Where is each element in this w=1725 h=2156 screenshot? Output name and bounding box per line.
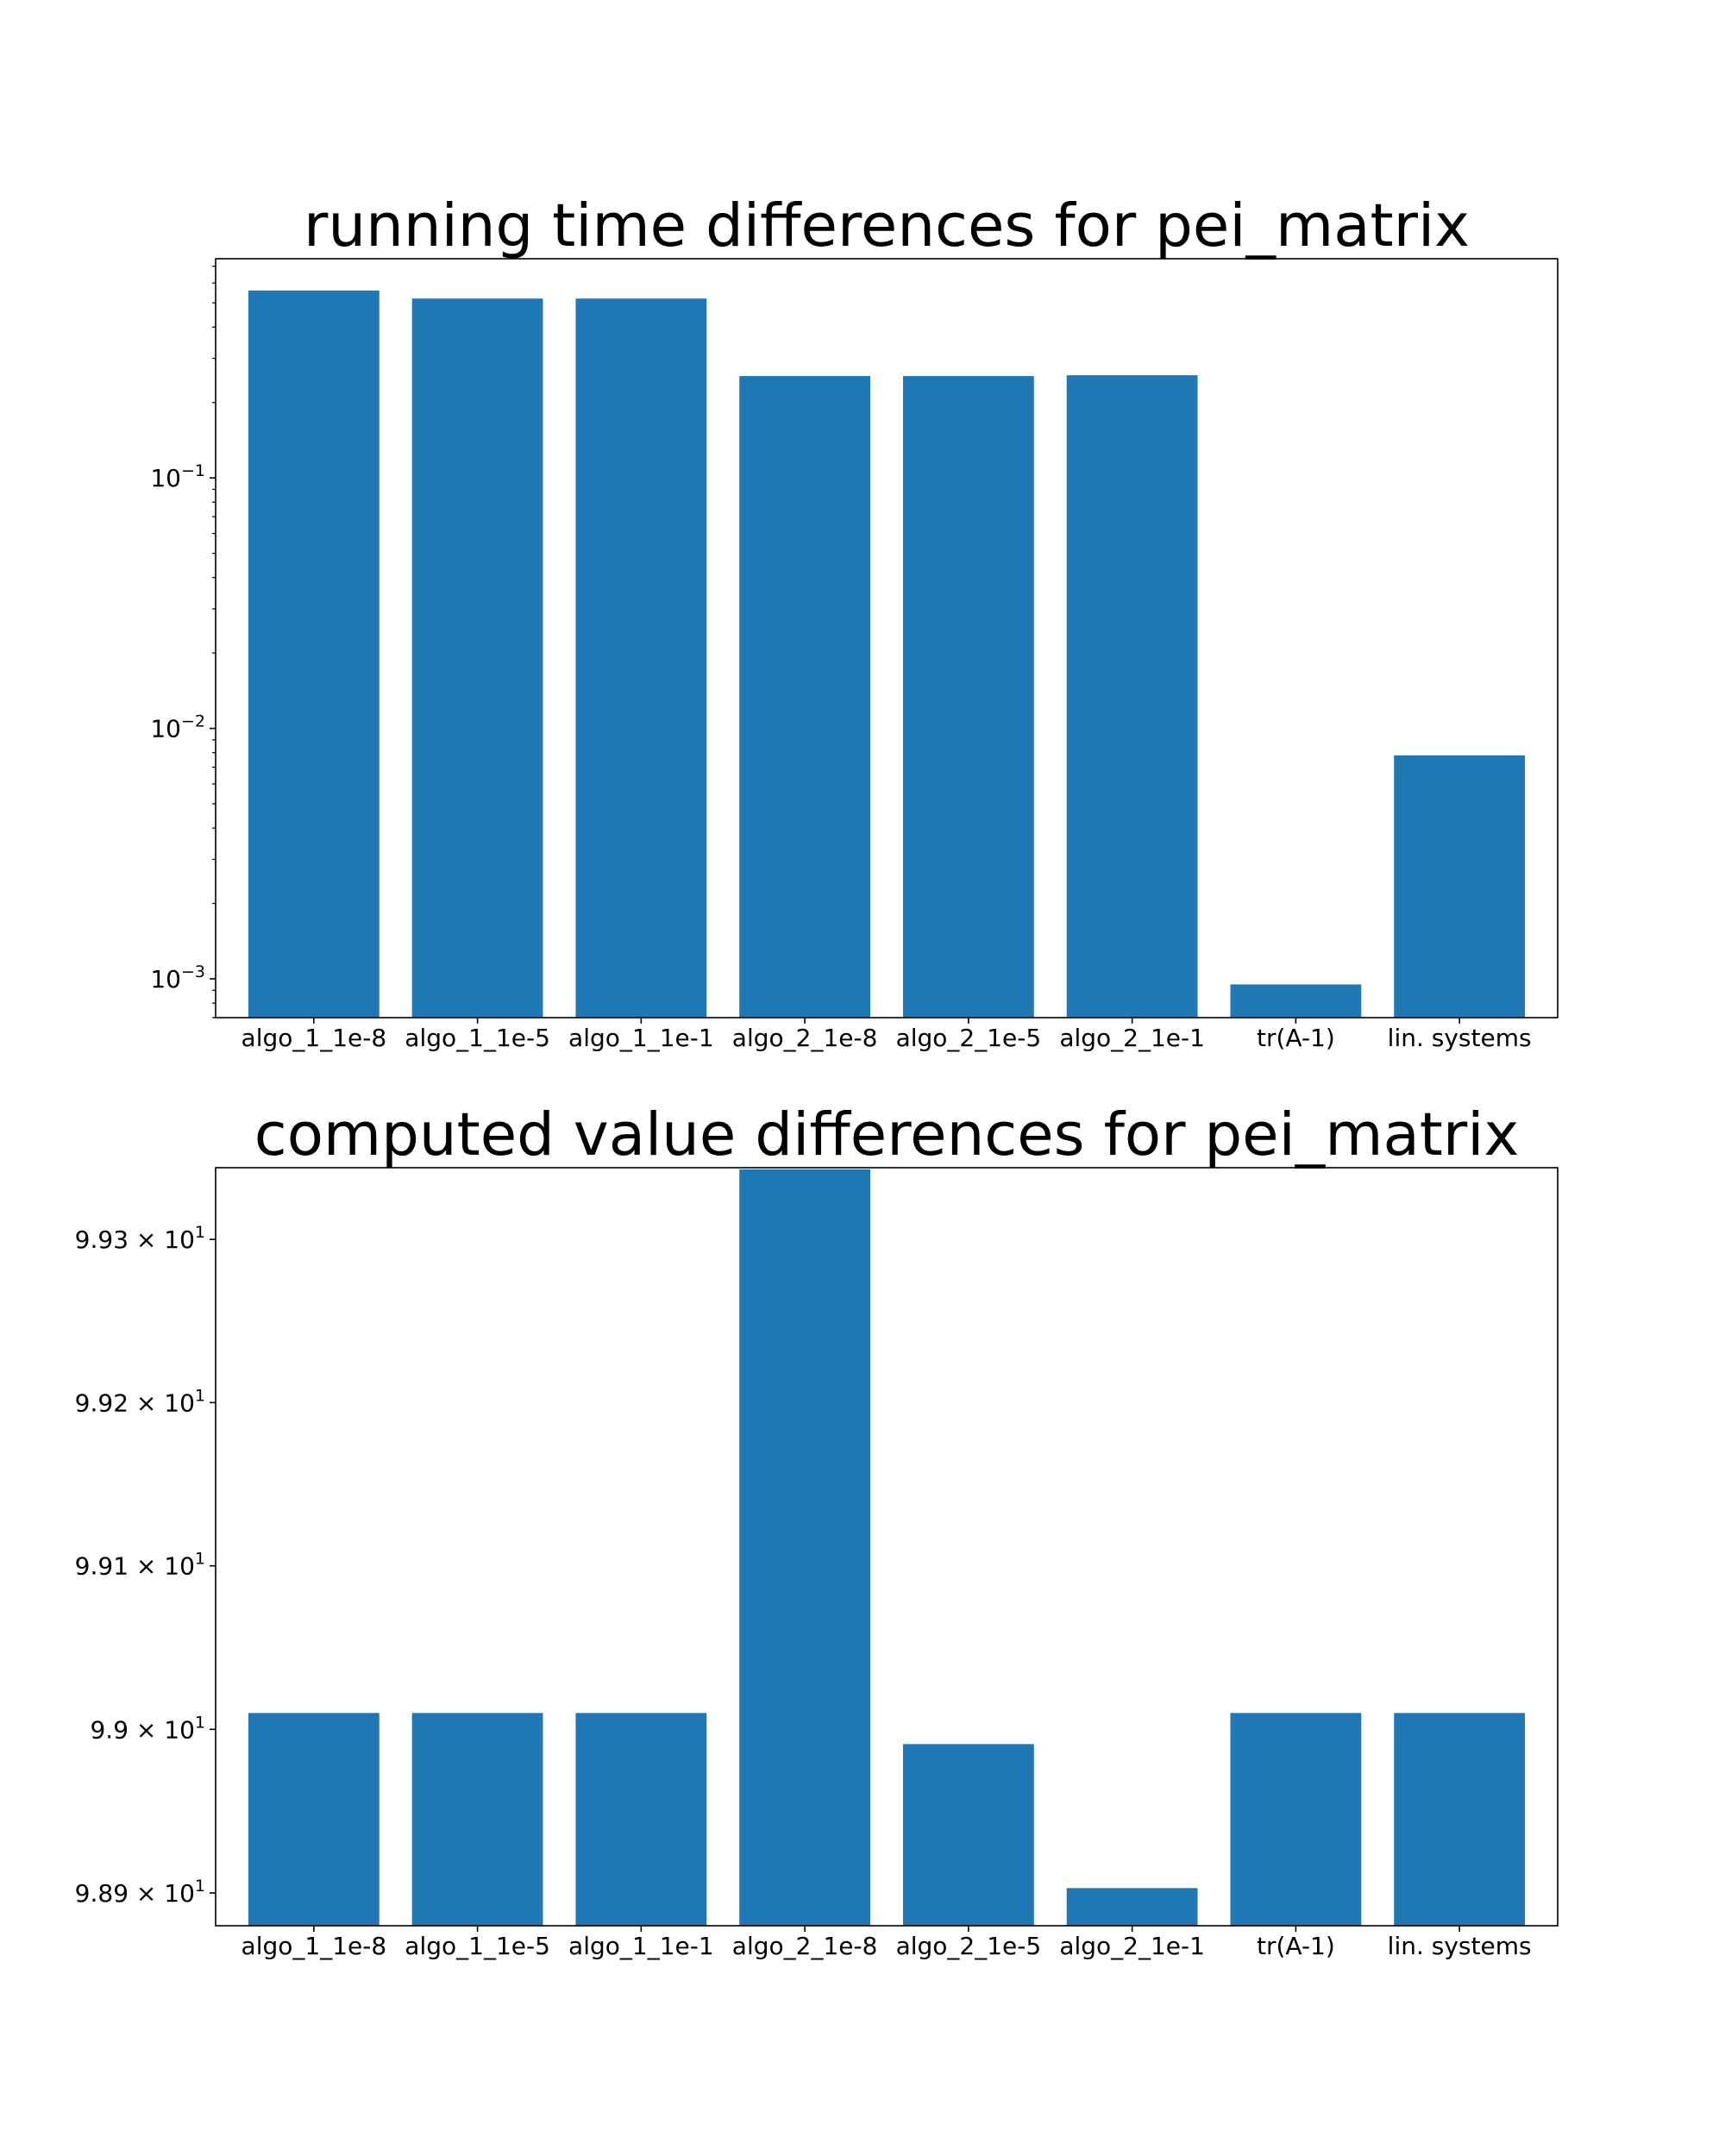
bar-7 — [1394, 755, 1526, 1018]
x-tick-label: algo_2_1e-5 — [896, 1932, 1042, 1960]
x-tick-label: algo_1_1e-1 — [568, 1932, 714, 1960]
x-tick-label: algo_2_1e-5 — [896, 1024, 1042, 1052]
x-tick-label: tr(A-1) — [1257, 1024, 1335, 1052]
bar-group — [248, 290, 1526, 1018]
y-tick-label: 10−1 — [150, 461, 205, 492]
x-axis: algo_1_1e-8 algo_1_1e-5 algo_1_1e-1 algo_2_… — [242, 1018, 1532, 1052]
bar-4 — [902, 376, 1034, 1018]
bar-5 — [1066, 375, 1198, 1018]
bar-1 — [411, 298, 543, 1018]
y-tick-label: 10−3 — [150, 962, 205, 993]
y-tick-label: 9.92 × 101 — [75, 1386, 205, 1417]
x-tick-label: lin. systems — [1388, 1932, 1532, 1960]
bar-0 — [248, 1713, 380, 1926]
x-tick-label: algo_2_1e-8 — [732, 1024, 878, 1052]
y-tick-label: 9.89 × 101 — [75, 1877, 205, 1908]
bar-3 — [739, 376, 871, 1018]
x-axis: algo_1_1e-8 algo_1_1e-5 algo_1_1e-1 algo_2_… — [242, 1926, 1532, 1960]
y-tick-label: 10−2 — [150, 712, 205, 743]
y-tick-label: 9.93 × 101 — [75, 1223, 205, 1254]
x-tick-label: algo_1_1e-5 — [405, 1024, 550, 1052]
bar-group — [248, 1169, 1526, 1926]
x-tick-label: algo_1_1e-1 — [568, 1024, 714, 1052]
bar-5 — [1066, 1888, 1198, 1926]
computed-value-chart: computed value differences for pei_matri… — [75, 1100, 1559, 1960]
bar-6 — [1230, 984, 1362, 1018]
chart-title: computed value differences for pei_matri… — [254, 1100, 1519, 1169]
bar-1 — [411, 1713, 543, 1926]
bar-0 — [248, 290, 380, 1018]
x-tick-label: tr(A-1) — [1257, 1932, 1335, 1960]
running-time-chart: running time differences for pei_matrix … — [150, 191, 1559, 1052]
x-tick-label: algo_2_1e-1 — [1059, 1932, 1205, 1960]
bar-6 — [1230, 1713, 1362, 1926]
y-tick-label: 9.91 × 101 — [75, 1550, 205, 1581]
x-tick-label: algo_2_1e-1 — [1059, 1024, 1205, 1052]
axes-frame — [215, 258, 1559, 1018]
bar-2 — [575, 298, 707, 1018]
chart-title: running time differences for pei_matrix — [304, 191, 1470, 260]
y-axis: 9.89 × 101 9.9 × 101 9.91 × 101 9.92 × 101 9… — [75, 1223, 216, 1908]
x-tick-label: lin. systems — [1388, 1024, 1532, 1052]
bar-4 — [902, 1744, 1034, 1926]
x-tick-label: algo_1_1e-5 — [405, 1932, 550, 1960]
x-tick-label: algo_1_1e-8 — [242, 1024, 387, 1052]
axes-frame — [215, 1167, 1559, 1927]
bar-7 — [1394, 1713, 1526, 1926]
x-tick-label: algo_1_1e-8 — [242, 1932, 387, 1960]
x-tick-label: algo_2_1e-8 — [732, 1932, 878, 1960]
y-axis: 10−3 10−2 10−1 — [150, 266, 216, 1018]
bar-3 — [739, 1169, 871, 1926]
bar-2 — [575, 1713, 707, 1926]
y-tick-label: 9.9 × 101 — [90, 1713, 205, 1744]
